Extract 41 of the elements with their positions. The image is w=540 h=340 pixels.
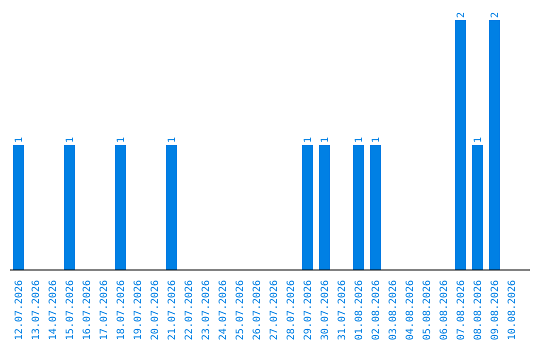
x-tick-label: 21.07.2026 (167, 280, 178, 340)
data-label: 1 (116, 136, 127, 143)
x-tick-label: 01.08.2026 (354, 280, 365, 340)
x-tick-label: 29.07.2026 (303, 280, 314, 340)
x-tick-label: 28.07.2026 (286, 280, 297, 340)
data-label: 1 (320, 136, 331, 143)
x-tick-label: 07.08.2026 (456, 280, 467, 340)
x-tick-label: 17.07.2026 (99, 280, 110, 340)
data-label: 1 (65, 136, 76, 143)
x-tick-label: 27.07.2026 (269, 280, 280, 340)
x-tick-label: 02.08.2026 (371, 280, 382, 340)
data-label: 1 (14, 136, 25, 143)
x-tick-label: 14.07.2026 (48, 280, 59, 340)
data-label: 1 (371, 136, 382, 143)
x-tick-label: 26.07.2026 (252, 280, 263, 340)
x-tick-label: 12.07.2026 (14, 280, 25, 340)
x-tick-label: 10.08.2026 (507, 280, 518, 340)
x-tick-label: 08.08.2026 (473, 280, 484, 340)
x-tick-label: 05.08.2026 (422, 280, 433, 340)
data-label: 1 (354, 136, 365, 143)
x-tick-label: 22.07.2026 (184, 280, 195, 340)
x-tick-label: 30.07.2026 (320, 280, 331, 340)
x-tick-label: 31.07.2026 (337, 280, 348, 340)
x-tick-label: 06.08.2026 (439, 280, 450, 340)
data-label: 1 (167, 136, 178, 143)
x-tick-label: 19.07.2026 (133, 280, 144, 340)
x-tick-label: 03.08.2026 (388, 280, 399, 340)
x-tick-label: 13.07.2026 (31, 280, 42, 340)
data-label: 2 (490, 12, 501, 18)
data-label: 1 (303, 136, 314, 143)
x-tick-label: 20.07.2026 (150, 280, 161, 340)
x-tick-label: 18.07.2026 (116, 280, 127, 340)
data-label: 2 (456, 12, 467, 18)
x-tick-label: 04.08.2026 (405, 280, 416, 340)
data-label: 1 (473, 136, 484, 143)
x-tick-label: 24.07.2026 (218, 280, 229, 340)
x-tick-label: 09.08.2026 (490, 280, 501, 340)
x-tick-label: 15.07.2026 (65, 280, 76, 340)
x-tick-label: 23.07.2026 (201, 280, 212, 340)
x-tick-label: 16.07.2026 (82, 280, 93, 340)
x-tick-label: 25.07.2026 (235, 280, 246, 340)
